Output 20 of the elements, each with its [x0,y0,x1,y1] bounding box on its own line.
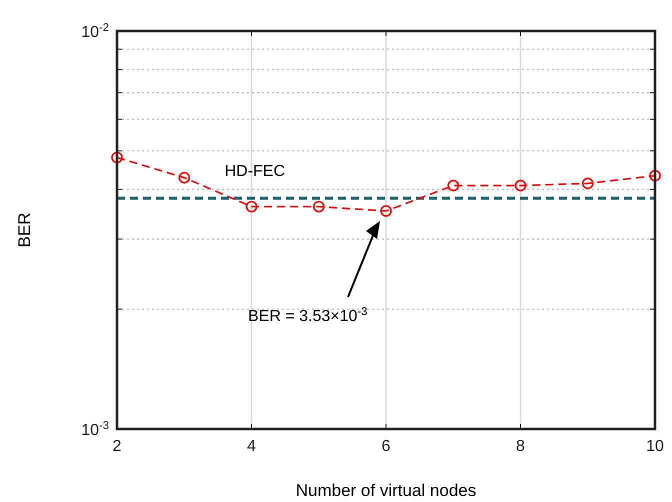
x-tick-label: 8 [516,438,526,455]
point [447,180,460,192]
ref-line-label: HD-FEC [224,163,286,180]
point [312,200,325,212]
point [111,152,123,164]
annotation: BER = 3.53×10$^{-3}$ [248,306,368,325]
y-tick-label: 10$^{-3}$ [81,420,109,439]
x-axis-title: Number of virtual nodes [296,481,476,500]
point [178,172,190,184]
point [246,200,258,212]
point [582,178,594,190]
x-tick-label: 2 [112,438,122,455]
y-axis-title: BER [15,212,34,248]
point [380,205,392,217]
x-tick-label: 10 [646,438,664,455]
point [649,170,661,182]
x-tick-label: 4 [247,438,256,455]
x-tick-label: 6 [382,438,391,455]
point [514,180,526,192]
y-tick-label: 10$^{-2}$ [81,22,109,41]
